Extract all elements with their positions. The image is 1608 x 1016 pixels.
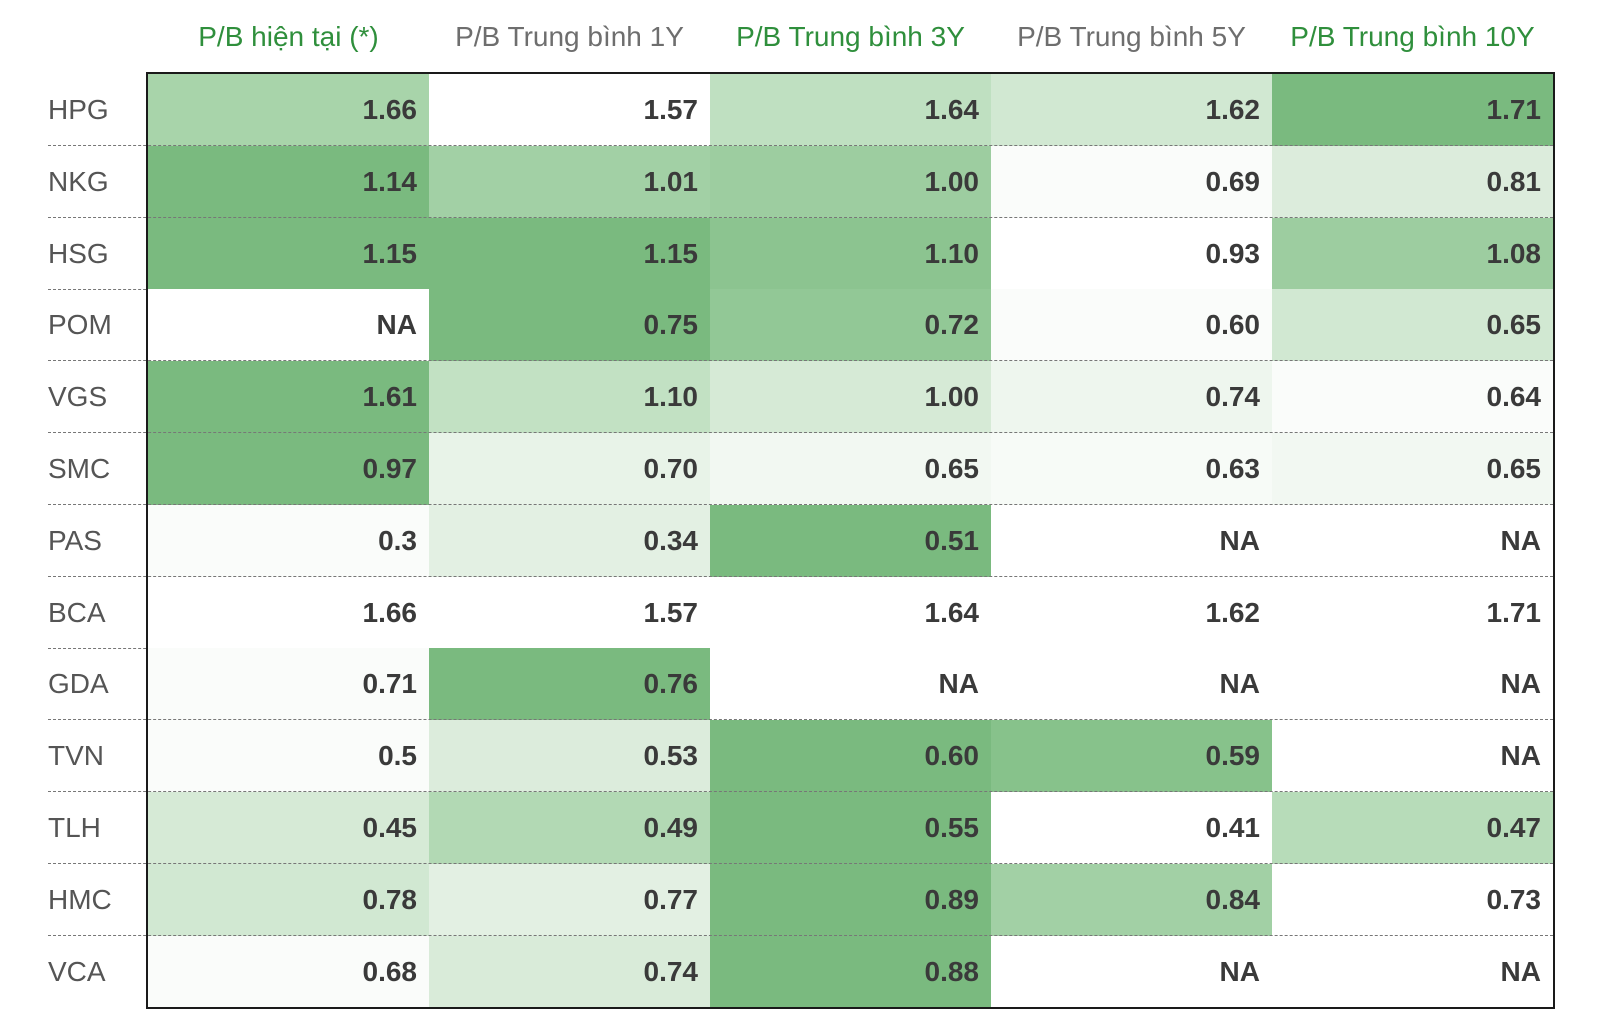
column-header: P/B Trung bình 10Y [1290, 21, 1535, 52]
table-cell: 0.41 [991, 792, 1272, 864]
row-label: HMC [48, 883, 112, 915]
table-cell: 0.69 [991, 145, 1272, 218]
table-cell: 0.34 [429, 504, 710, 577]
table-cell: NA [991, 648, 1272, 721]
table-cell: 0.68 [148, 935, 429, 1008]
table-cell: 0.51 [710, 504, 991, 577]
table-cell: 0.65 [1272, 433, 1553, 505]
table-cell: NA [1272, 648, 1553, 721]
row-label: SMC [48, 453, 111, 484]
table-cell: 1.10 [710, 217, 991, 290]
row-label: GDA [48, 668, 109, 700]
table-cell: 0.45 [148, 792, 429, 864]
table-cell: 1.00 [710, 361, 991, 433]
row-separator [48, 288, 1553, 290]
table-cell: 1.66 [148, 576, 429, 649]
row-label: PAS [48, 524, 102, 556]
table-cell: 0.72 [710, 289, 991, 362]
table-cell: NA [1272, 504, 1553, 577]
table-cell: 0.59 [991, 720, 1272, 792]
row-label: HPG [48, 94, 109, 125]
table-cell: 1.57 [429, 576, 710, 649]
table-cell: 0.47 [1272, 792, 1553, 864]
table-cell: 0.64 [1272, 361, 1553, 433]
table-cell: 0.84 [991, 863, 1272, 936]
table-cell: 0.3 [148, 504, 429, 577]
table-cell: 0.89 [710, 863, 991, 936]
table-cell: 0.76 [429, 648, 710, 721]
table-cell: 1.15 [429, 217, 710, 290]
row-separator [48, 360, 1553, 362]
column-header: P/B Trung bình 1Y [455, 21, 684, 52]
table-cell: 1.08 [1272, 217, 1553, 290]
row-separator [48, 719, 1553, 721]
table-cell: 0.55 [710, 792, 991, 864]
table-cell: 1.61 [148, 361, 429, 433]
row-label: BCA [48, 596, 106, 628]
row-separator [48, 791, 1553, 793]
row-label: TVN [48, 740, 104, 772]
table-cell: NA [710, 648, 991, 721]
table-cell: 0.65 [710, 433, 991, 505]
table-cell: 0.77 [429, 863, 710, 936]
row-separator [48, 647, 1553, 649]
table-cell: 1.62 [991, 576, 1272, 649]
table-cell: 0.97 [148, 433, 429, 505]
table-cell: NA [1272, 935, 1553, 1008]
table-cell: 0.63 [991, 433, 1272, 505]
row-separator [48, 863, 1553, 865]
table-cell: NA [991, 935, 1272, 1008]
table-cell: 0.49 [429, 792, 710, 864]
row-label: VGS [48, 381, 108, 413]
row-separator [48, 504, 1553, 506]
table-cell: 0.78 [148, 863, 429, 936]
table-cell: 1.64 [710, 74, 991, 146]
table-cell: 0.71 [148, 648, 429, 721]
table-cell: 1.71 [1272, 74, 1553, 146]
table-cell: 1.01 [429, 145, 710, 218]
column-header: P/B Trung bình 3Y [736, 21, 965, 52]
table-cell: 0.93 [991, 217, 1272, 290]
row-label: HSG [48, 237, 109, 269]
table-cell: 0.60 [991, 289, 1272, 362]
row-separator [48, 145, 1553, 147]
table-cell: 1.64 [710, 576, 991, 649]
table-cell: 1.66 [148, 74, 429, 146]
table-cell: 0.75 [429, 289, 710, 362]
column-header: P/B Trung bình 5Y [1017, 21, 1246, 52]
row-separator [48, 432, 1553, 434]
table-cell: 0.53 [429, 720, 710, 792]
table-cell: 0.73 [1272, 863, 1553, 936]
row-label: POM [48, 309, 112, 341]
table-cell: NA [1272, 720, 1553, 792]
table-cell: 0.60 [710, 720, 991, 792]
table-cell: 0.74 [429, 935, 710, 1008]
table-cell: 1.57 [429, 74, 710, 146]
table-cell: 1.15 [148, 217, 429, 290]
table-cell: 0.70 [429, 433, 710, 505]
table-cell: 0.74 [991, 361, 1272, 433]
row-label: TLH [48, 812, 101, 843]
row-separator [48, 216, 1553, 218]
row-label: NKG [48, 165, 109, 197]
table-cell: 0.81 [1272, 145, 1553, 218]
row-label: VCA [48, 955, 106, 987]
column-header: P/B hiện tại (*) [198, 21, 379, 52]
table-cell: 1.00 [710, 145, 991, 218]
row-separator [48, 575, 1553, 577]
table-cell: 1.62 [991, 74, 1272, 146]
table-cell: 1.71 [1272, 576, 1553, 649]
table-cell: 1.14 [148, 145, 429, 218]
table-cell: 0.65 [1272, 289, 1553, 362]
table-cell: NA [991, 504, 1272, 577]
table-cell: 1.10 [429, 361, 710, 433]
table-cell: 0.5 [148, 720, 429, 792]
row-separator [48, 934, 1553, 936]
table-cell: NA [148, 289, 429, 362]
table-cell: 0.88 [710, 935, 991, 1008]
